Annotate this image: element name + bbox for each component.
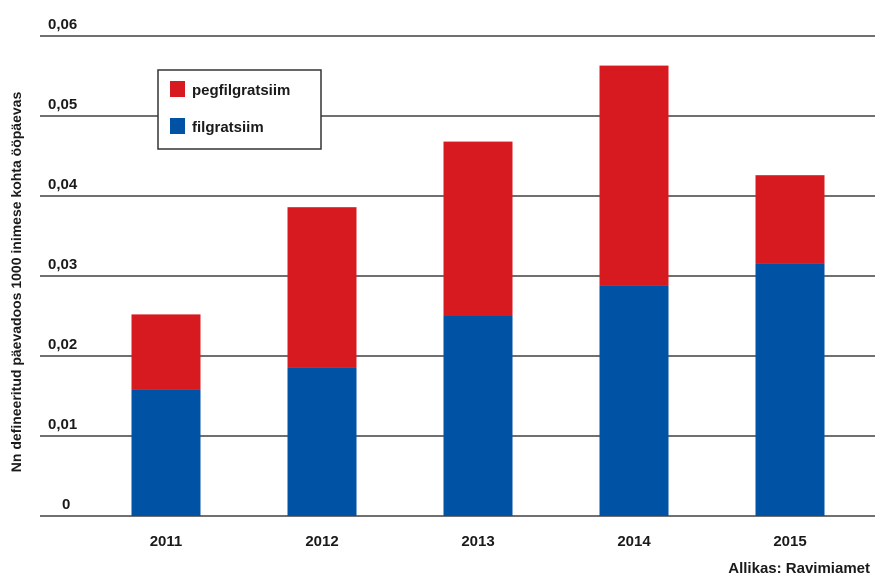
source-note: Allikas: Ravimiamet xyxy=(728,560,870,577)
bar-pegfilgratsiim-2014 xyxy=(599,65,669,286)
y-tick-label: 0,06 xyxy=(48,16,77,33)
y-tick-label: 0,03 xyxy=(48,256,77,273)
bar-pegfilgratsiim-2012 xyxy=(287,207,357,368)
bar-filgratsiim-2012 xyxy=(287,367,357,516)
x-tick-label: 2011 xyxy=(150,533,183,550)
x-tick-label: 2012 xyxy=(305,533,338,550)
bar-filgratsiim-2015 xyxy=(755,263,825,516)
x-tick-label: 2013 xyxy=(461,533,494,550)
bar-filgratsiim-2014 xyxy=(599,285,669,516)
y-axis-label: Nn defineeritud päevadoos 1000 inimese k… xyxy=(8,92,24,473)
legend-swatch-filgratsiim xyxy=(170,118,185,134)
y-tick-label: 0,04 xyxy=(48,176,78,193)
legend-box xyxy=(157,69,322,150)
legend-label-pegfilgratsiim: pegfilgratsiim xyxy=(192,82,290,99)
y-tick-label: 0 xyxy=(62,496,70,513)
y-tick-label: 0,01 xyxy=(48,416,77,433)
bar-filgratsiim-2011 xyxy=(131,389,201,516)
legend-label-filgratsiim: filgratsiim xyxy=(192,119,264,136)
x-tick-label: 2015 xyxy=(773,533,806,550)
y-tick-label: 0,05 xyxy=(48,96,77,113)
bar-pegfilgratsiim-2011 xyxy=(131,314,201,390)
bar-pegfilgratsiim-2013 xyxy=(443,141,513,316)
x-tick-label: 2014 xyxy=(617,533,651,550)
x-tick-labels: 2011 2012 2013 2014 2015 xyxy=(150,533,807,550)
y-tick-labels: 0 0,01 0,02 0,03 0,04 0,05 0,06 xyxy=(48,16,78,513)
bar-filgratsiim-2013 xyxy=(443,316,513,516)
y-tick-label: 0,02 xyxy=(48,336,77,353)
bars xyxy=(131,65,825,516)
legend: pegfilgratsiim filgratsiim xyxy=(157,69,322,150)
legend-swatch-pegfilgratsiim xyxy=(170,81,185,97)
bar-pegfilgratsiim-2015 xyxy=(755,175,825,264)
